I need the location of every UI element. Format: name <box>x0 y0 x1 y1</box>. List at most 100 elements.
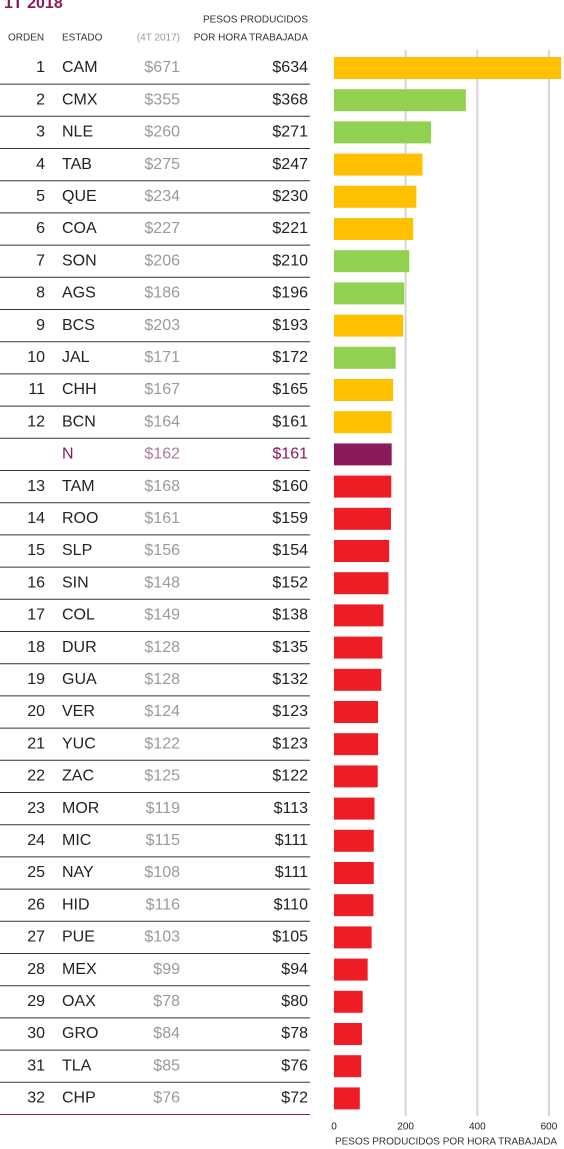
bar <box>334 89 466 112</box>
rank: 25 <box>27 864 45 881</box>
state: YUC <box>62 735 96 752</box>
rank: 23 <box>27 800 45 817</box>
x-tick-label: 400 <box>469 1122 486 1133</box>
x-tick-label: 200 <box>397 1122 414 1133</box>
rank: 14 <box>27 510 45 527</box>
bar <box>334 1055 362 1078</box>
previous-value: $115 <box>146 832 181 849</box>
state: CMX <box>62 91 98 108</box>
previous-value: $108 <box>144 864 180 881</box>
header: PESOS PRODUCIDOS <box>203 15 308 26</box>
rank: 12 <box>27 413 45 430</box>
state: SIN <box>62 574 89 591</box>
value-label: $123 <box>272 735 308 752</box>
value-label: $105 <box>272 929 308 946</box>
bar <box>334 636 383 659</box>
previous-value: $161 <box>144 510 180 527</box>
x-tick-label: 600 <box>541 1122 558 1133</box>
value-label: $368 <box>272 91 308 108</box>
value-label: $111 <box>275 864 308 881</box>
bar <box>334 57 562 79</box>
previous-value: $355 <box>144 91 180 108</box>
rank: 8 <box>36 285 45 302</box>
state: CHH <box>62 381 97 398</box>
value-label: $159 <box>272 510 308 527</box>
previous-value: $168 <box>144 478 180 495</box>
state: DUR <box>62 639 97 656</box>
state: TAB <box>62 156 92 173</box>
value-label: $154 <box>272 542 308 559</box>
state: BCS <box>62 317 95 334</box>
header: ORDEN <box>8 33 44 44</box>
rank: 27 <box>27 929 45 946</box>
bar <box>334 668 382 691</box>
value-label: $138 <box>272 607 308 624</box>
header: POR HORA TRABAJADA <box>194 33 309 44</box>
rank: 29 <box>27 993 45 1010</box>
bar <box>334 990 363 1013</box>
previous-value: $85 <box>153 1057 180 1074</box>
value-label: $113 <box>274 800 309 817</box>
bar <box>334 829 374 852</box>
value-label: $122 <box>272 768 308 785</box>
value-label: $165 <box>272 381 308 398</box>
state: N <box>62 446 74 463</box>
previous-value: $171 <box>144 349 180 366</box>
state: BCN <box>62 413 96 430</box>
previous-value: $186 <box>144 285 180 302</box>
state: JAL <box>62 349 90 366</box>
value-label: $76 <box>281 1057 308 1074</box>
state: TLA <box>62 1057 92 1074</box>
state: MOR <box>62 800 99 817</box>
previous-value: $119 <box>146 800 181 817</box>
previous-value: $149 <box>144 607 180 624</box>
value-label: $196 <box>272 285 308 302</box>
state: NAY <box>62 864 94 881</box>
header: (4T 2017) <box>137 33 180 44</box>
bar <box>334 282 405 305</box>
previous-value: $128 <box>144 671 180 688</box>
bar <box>334 411 392 434</box>
rank: 18 <box>27 639 45 656</box>
rank: 21 <box>27 735 45 752</box>
value-label: $193 <box>272 317 308 334</box>
state: VER <box>62 703 95 720</box>
bar <box>334 540 390 562</box>
bar <box>334 765 378 788</box>
value-label: $80 <box>281 993 308 1010</box>
value-label: $94 <box>281 961 308 978</box>
state: QUE <box>62 188 97 205</box>
x-tick-label: 0 <box>331 1122 337 1133</box>
rank: 19 <box>27 671 45 688</box>
bar <box>334 507 391 530</box>
value-label: $161 <box>272 446 308 463</box>
state: HID <box>62 896 90 913</box>
bar <box>334 926 372 949</box>
previous-value: $103 <box>144 929 180 946</box>
value-label: $78 <box>281 1025 308 1042</box>
rank: 5 <box>36 188 45 205</box>
state: AGS <box>62 285 96 302</box>
state: SLP <box>62 542 92 559</box>
rank: 2 <box>36 91 45 108</box>
previous-value: $99 <box>153 961 180 978</box>
rank: 15 <box>27 542 45 559</box>
value-label: $110 <box>274 896 309 913</box>
state: PUE <box>62 929 95 946</box>
previous-value: $275 <box>144 156 180 173</box>
state: COL <box>62 607 95 624</box>
state: ROO <box>62 510 98 527</box>
value-label: $111 <box>275 832 308 849</box>
value-label: $210 <box>272 252 308 269</box>
state: TAM <box>62 478 95 495</box>
rank: 11 <box>28 381 45 398</box>
previous-value: $260 <box>144 124 180 141</box>
previous-value: $227 <box>144 220 180 237</box>
x-axis-label: PESOS PRODUCIDOS POR HORA TRABAJADA <box>335 1137 557 1148</box>
state: GUA <box>62 671 97 688</box>
previous-value: $124 <box>144 703 180 720</box>
state: NLE <box>62 124 93 141</box>
bar <box>334 153 423 176</box>
value-label: $271 <box>272 124 308 141</box>
